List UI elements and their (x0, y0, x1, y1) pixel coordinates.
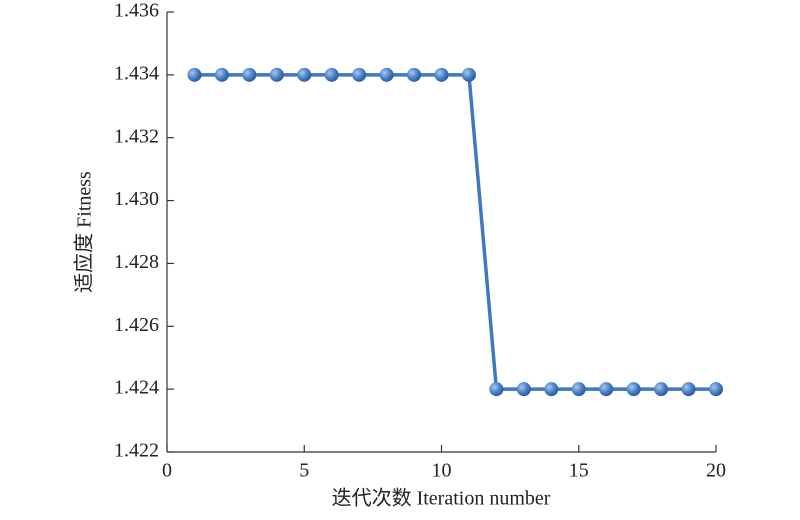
point (324, 67, 339, 82)
point (379, 67, 394, 82)
point (599, 382, 614, 397)
point (489, 382, 504, 397)
y-tick-label: 1.432 (114, 125, 159, 147)
point (654, 382, 669, 397)
point (626, 382, 641, 397)
x-tick-label: 15 (569, 460, 589, 482)
point (214, 67, 229, 82)
x-tick-label: 5 (299, 460, 309, 482)
x-tick-label: 20 (706, 460, 726, 482)
y-tick-label: 1.430 (114, 188, 159, 210)
point (352, 67, 367, 82)
point (187, 67, 202, 82)
point (242, 67, 257, 82)
y-tick-label: 1.434 (114, 62, 159, 84)
point (709, 382, 723, 397)
point (434, 67, 449, 82)
point (681, 382, 696, 397)
x-axis-label: 迭代次数 Iteration number (332, 487, 551, 510)
y-tick-label: 1.428 (114, 251, 159, 273)
point (269, 67, 284, 82)
point (571, 382, 586, 397)
point (461, 67, 476, 82)
y-tick-label: 1.426 (114, 314, 159, 336)
x-tick-label: 0 (162, 460, 172, 482)
y-tick-label: 1.422 (114, 440, 159, 462)
y-axis-label: 适应度 Fitness (73, 171, 96, 293)
y-tick-label: 1.424 (114, 377, 159, 399)
point (516, 382, 531, 397)
point (407, 67, 422, 82)
series-line (194, 73, 716, 391)
point (297, 67, 312, 82)
y-tick-label: 1.436 (114, 0, 159, 22)
x-tick-label: 10 (432, 460, 452, 482)
point (544, 382, 559, 397)
